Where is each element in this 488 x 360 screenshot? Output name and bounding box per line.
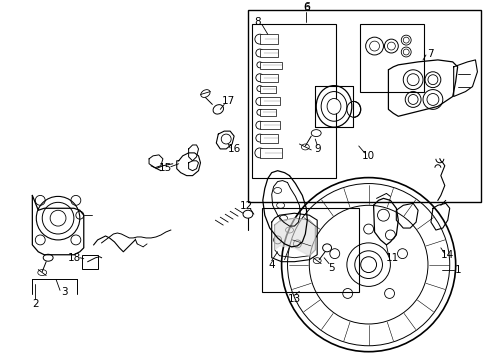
Bar [247, 10, 480, 202]
Bar [259, 134, 277, 143]
Bar [81, 255, 98, 269]
Text: 2: 2 [32, 299, 39, 309]
Text: 7: 7 [426, 49, 432, 59]
Text: 12: 12 [239, 201, 252, 211]
Ellipse shape [326, 99, 340, 114]
Text: 11: 11 [385, 253, 398, 263]
Bar [259, 62, 281, 69]
Text: 8: 8 [254, 17, 261, 27]
Bar [259, 98, 279, 105]
Text: 9: 9 [314, 144, 321, 154]
Bar [259, 148, 281, 158]
Bar [259, 49, 277, 57]
Text: 5: 5 [327, 262, 334, 273]
Text: 6: 6 [302, 3, 309, 13]
Text: 6: 6 [303, 4, 309, 13]
Text: 15: 15 [159, 163, 172, 173]
Bar [251, 24, 335, 177]
Text: 13: 13 [287, 294, 301, 304]
Bar [259, 74, 277, 82]
Bar [359, 24, 423, 91]
Bar [259, 34, 277, 44]
Text: 3: 3 [61, 287, 67, 297]
Text: 14: 14 [440, 250, 453, 260]
Polygon shape [274, 218, 315, 256]
Text: 4: 4 [268, 260, 274, 270]
Bar [259, 109, 275, 116]
Text: 10: 10 [361, 151, 374, 161]
Text: 1: 1 [453, 265, 460, 275]
Bar [259, 121, 279, 129]
Text: 18: 18 [68, 253, 81, 263]
Bar [261, 208, 358, 292]
Text: 17: 17 [221, 96, 234, 107]
Bar [259, 86, 275, 93]
Circle shape [360, 257, 376, 273]
Text: 16: 16 [227, 144, 240, 154]
